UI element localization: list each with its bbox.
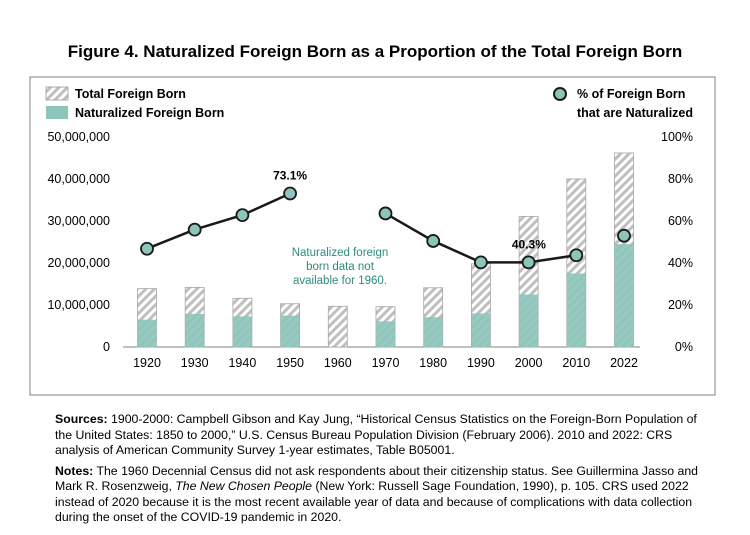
x-tick-label: 1960 <box>324 356 352 370</box>
bar-total <box>327 305 348 348</box>
right-tick-label: 40% <box>668 256 693 270</box>
notes-text-2: (New York: Russell Sage Foundation, 1990… <box>55 479 693 524</box>
right-tick-label: 60% <box>668 214 693 228</box>
bar-naturalized <box>566 273 586 347</box>
legend-total-label: Total Foreign Born <box>75 87 186 101</box>
notes-paragraph: Notes: The 1960 Decennial Census did not… <box>55 464 715 526</box>
x-tick-label: 1930 <box>181 356 209 370</box>
sources-label: Sources: <box>55 412 108 426</box>
notes-block: Sources: 1900-2000: Campbell Gibson and … <box>55 412 715 531</box>
x-tick-label: 1970 <box>372 356 400 370</box>
legend-pct-label-1: % of Foreign Born <box>577 87 685 101</box>
x-tick-label: 1980 <box>419 356 447 370</box>
pct-marker <box>617 228 631 243</box>
left-tick-label: 40,000,000 <box>47 172 110 186</box>
pct-marker <box>569 248 584 263</box>
pct-marker <box>378 206 393 221</box>
left-tick-label: 0 <box>103 340 110 354</box>
pct-marker <box>473 255 488 270</box>
x-tick-label: 1950 <box>276 356 304 370</box>
right-tick-label: 100% <box>661 130 693 144</box>
chart-frame <box>29 76 716 396</box>
legend-pct-marker <box>553 87 567 101</box>
annotation-line-3: available for 1960. <box>293 275 387 287</box>
x-tick-label: 1940 <box>228 356 256 370</box>
pct-marker <box>426 234 441 248</box>
pct-marker <box>235 208 250 223</box>
left-tick-label: 10,000,000 <box>47 298 110 312</box>
x-tick-label: 2010 <box>562 356 590 370</box>
bar-naturalized <box>423 317 443 347</box>
x-tick-label: 2022 <box>610 356 638 370</box>
right-tick-label: 80% <box>668 172 693 186</box>
annotation-line-2: born data not <box>306 261 375 273</box>
bar-naturalized <box>185 313 205 347</box>
annotation-line-1: Naturalized foreign <box>292 247 389 259</box>
notes-label: Notes: <box>55 463 94 478</box>
legend-naturalized-swatch <box>46 106 68 119</box>
legend-naturalized-label: Naturalized Foreign Born <box>75 106 224 120</box>
sources-text: 1900-2000: Campbell Gibson and Kay Jung,… <box>55 412 697 457</box>
figure-title: Figure 4. Naturalized Foreign Born as a … <box>67 42 683 61</box>
pct-marker <box>283 186 298 201</box>
notes-text-1: The 1960 Decennial Census did not ask re… <box>55 463 698 494</box>
pct-marker <box>140 241 154 256</box>
bar-naturalized <box>232 316 252 347</box>
notes-book-title: The New Chosen People <box>175 479 312 493</box>
x-tick-label: 1920 <box>133 356 161 370</box>
bar-naturalized <box>471 313 491 347</box>
data-label: 73.1% <box>273 168 307 182</box>
legend-pct-label-2: that are Naturalized <box>577 106 693 120</box>
data-label: 40.3% <box>512 237 546 251</box>
pct-marker <box>187 222 202 237</box>
pct-marker <box>521 255 536 270</box>
right-tick-label: 0% <box>675 340 693 354</box>
bar-naturalized <box>280 315 300 347</box>
sources-paragraph: Sources: 1900-2000: Campbell Gibson and … <box>55 412 715 459</box>
pct-line <box>384 212 577 264</box>
chart-svg: Total Foreign Born Naturalized Foreign B… <box>29 76 716 396</box>
legend-total-swatch <box>45 86 69 101</box>
x-tick-label: 2000 <box>515 356 543 370</box>
left-tick-label: 20,000,000 <box>47 256 110 270</box>
left-tick-label: 30,000,000 <box>47 214 110 228</box>
bar-naturalized <box>376 321 395 347</box>
left-tick-label: 50,000,000 <box>47 130 110 144</box>
bar-naturalized <box>614 244 634 347</box>
bar-naturalized <box>519 294 539 347</box>
x-tick-label: 1990 <box>467 356 495 370</box>
right-tick-label: 20% <box>668 298 693 312</box>
pct-line <box>146 192 291 250</box>
bar-naturalized <box>137 319 157 347</box>
